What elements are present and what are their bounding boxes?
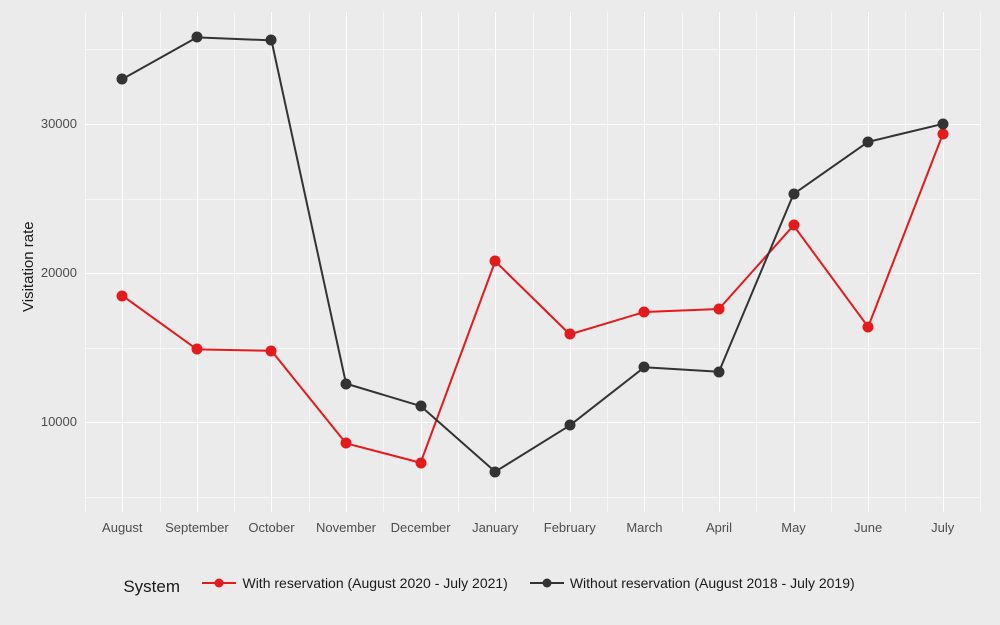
data-point-with_reservation (490, 256, 501, 267)
series-line-without_reservation (122, 37, 942, 471)
legend-item-without_reservation: Without reservation (August 2018 - July … (530, 575, 855, 591)
data-point-without_reservation (788, 189, 799, 200)
data-point-without_reservation (863, 136, 874, 147)
series-line-with_reservation (122, 134, 942, 462)
x-tick-label: December (391, 520, 451, 535)
data-point-without_reservation (713, 366, 724, 377)
data-point-without_reservation (415, 401, 426, 412)
data-point-with_reservation (713, 304, 724, 315)
data-point-without_reservation (937, 118, 948, 129)
x-tick-label: August (102, 520, 142, 535)
x-tick-label: November (316, 520, 376, 535)
x-tick-label: May (781, 520, 806, 535)
series-lines (85, 12, 980, 512)
legend-title: System (123, 577, 180, 597)
data-point-without_reservation (117, 74, 128, 85)
visitation-line-chart: Visitation rate System With reservation … (0, 0, 1000, 625)
legend-label: With reservation (August 2020 - July 202… (242, 575, 507, 591)
data-point-with_reservation (639, 307, 650, 318)
data-point-with_reservation (415, 457, 426, 468)
x-tick-label: February (544, 520, 596, 535)
data-point-without_reservation (639, 362, 650, 373)
data-point-without_reservation (191, 32, 202, 43)
data-point-with_reservation (191, 344, 202, 355)
data-point-with_reservation (937, 129, 948, 140)
y-tick-label: 10000 (41, 414, 77, 429)
y-tick-label: 30000 (41, 116, 77, 131)
x-tick-label: March (626, 520, 662, 535)
data-point-with_reservation (266, 345, 277, 356)
legend-label: Without reservation (August 2018 - July … (570, 575, 855, 591)
x-tick-label: January (472, 520, 518, 535)
data-point-with_reservation (788, 220, 799, 231)
data-point-with_reservation (863, 321, 874, 332)
x-tick-label: September (165, 520, 229, 535)
x-tick-label: October (248, 520, 294, 535)
plot-area (85, 12, 980, 512)
x-tick-label: June (854, 520, 882, 535)
y-axis-label: Visitation rate (20, 221, 37, 312)
legend: System With reservation (August 2020 - J… (0, 575, 1000, 597)
data-point-without_reservation (341, 378, 352, 389)
x-tick-label: April (706, 520, 732, 535)
y-tick-label: 20000 (41, 265, 77, 280)
legend-swatch (202, 575, 236, 591)
x-tick-label: July (931, 520, 954, 535)
data-point-without_reservation (266, 35, 277, 46)
gridline-v-minor (980, 12, 981, 512)
data-point-with_reservation (341, 438, 352, 449)
data-point-without_reservation (564, 420, 575, 431)
data-point-without_reservation (490, 466, 501, 477)
data-point-with_reservation (117, 290, 128, 301)
legend-swatch (530, 575, 564, 591)
legend-item-with_reservation: With reservation (August 2020 - July 202… (202, 575, 507, 591)
data-point-with_reservation (564, 329, 575, 340)
